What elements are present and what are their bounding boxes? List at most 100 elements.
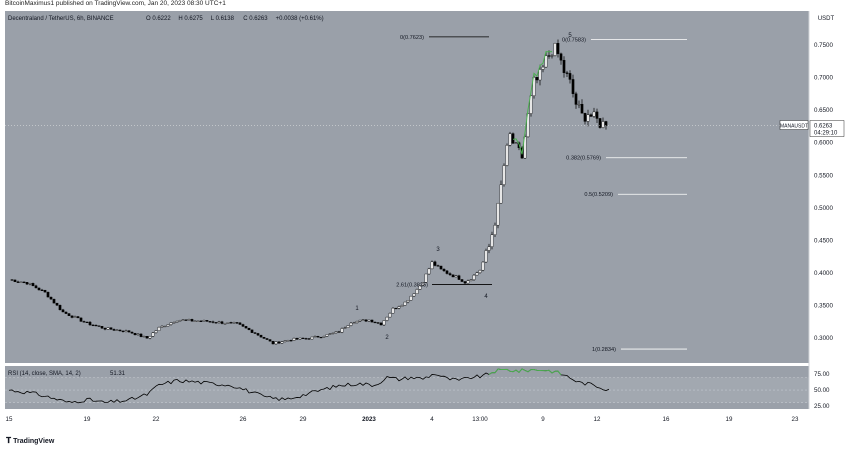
candle-up (478, 269, 482, 273)
candle-down (376, 322, 380, 324)
candle-down (220, 321, 224, 324)
candle-down (127, 330, 131, 333)
candle-up (481, 261, 485, 271)
candle-up (202, 320, 206, 322)
candle-down (139, 333, 143, 337)
candle-up (172, 322, 176, 324)
candle-down (13, 279, 17, 283)
price-tag-value: 0.6263 (814, 124, 833, 130)
candle-down (247, 327, 251, 331)
candle-up (334, 331, 338, 334)
candle-down (91, 324, 95, 326)
wave-label-4: 4 (484, 294, 488, 300)
candle-down (547, 55, 551, 57)
fib-level-label: 2.61(0.3825) (396, 282, 428, 288)
candle-up (469, 279, 473, 282)
x-tick-label: 13:00 (472, 416, 488, 423)
candle-down (208, 321, 212, 323)
candle-up (193, 320, 197, 322)
fib-level-label: 0(0.7623) (400, 35, 424, 41)
y-tick-label: 0.4500 (814, 237, 833, 244)
candle-up (280, 341, 284, 344)
fib-level-label: 0.5(0.5209) (584, 192, 613, 198)
candle-down (253, 332, 257, 334)
ohlc-readout-o: O 0.6222 (146, 16, 171, 22)
candle-up (19, 281, 23, 283)
price-chart[interactable]: Decentraland / TetherUS, 6h, BINANCE O 0.… (0, 11, 850, 433)
candle-down (580, 104, 584, 114)
candle-up (28, 283, 32, 285)
candle-up (283, 340, 287, 343)
candle-down (535, 77, 539, 81)
candle-down (61, 309, 65, 313)
candles (10, 39, 608, 345)
candle-down (433, 261, 437, 266)
candle-down (307, 338, 311, 340)
candle-up (499, 184, 503, 204)
candle-down (97, 325, 101, 327)
candle-up (175, 320, 179, 323)
tradingview-logo[interactable]: 𝐓 TradingView (6, 436, 54, 446)
candle-down (370, 319, 374, 323)
candle-up (340, 328, 344, 333)
candle-up (298, 337, 302, 340)
candle-up (502, 165, 506, 185)
candle-down (583, 113, 587, 122)
candle-up (349, 322, 353, 326)
ohlc-readout-c: C 0.6263 (243, 16, 268, 22)
candle-up (415, 289, 419, 294)
candle-down (133, 332, 137, 336)
candle-up (406, 300, 410, 303)
rsi-value: 51.31 (110, 371, 126, 377)
candle-down (235, 322, 239, 324)
x-tick-label: 22 (153, 416, 160, 423)
candle-up (508, 133, 512, 146)
candle-down (205, 320, 209, 322)
candle-down (70, 315, 74, 318)
candle-down (229, 322, 233, 324)
candle-down (82, 321, 86, 323)
candle-down (199, 320, 203, 322)
candle-up (157, 326, 161, 331)
candle-up (586, 114, 590, 122)
wave-label-1: 1 (355, 306, 359, 312)
x-tick-label: 12 (594, 416, 601, 423)
candle-down (58, 304, 62, 311)
candle-up (490, 234, 494, 247)
candle-down (118, 329, 122, 332)
candle-up (232, 322, 236, 324)
candle-up (421, 282, 425, 286)
candle-down (319, 336, 323, 339)
ohlc-readout-h: H 0.6275 (178, 16, 203, 22)
x-tick-label: 19 (726, 416, 733, 423)
candle-up (346, 325, 350, 328)
x-tick-label: 9 (541, 416, 545, 423)
wave-highlight-line (512, 51, 553, 155)
candle-up (532, 77, 536, 97)
wave-label-3: 3 (436, 247, 440, 253)
candle-up (505, 145, 509, 166)
y-tick-label: 0.6500 (814, 107, 833, 114)
candle-up (115, 329, 119, 331)
candle-up (223, 323, 227, 325)
y-tick-label: 0.4000 (814, 270, 833, 277)
candle-up (322, 336, 326, 338)
candle-down (379, 322, 383, 326)
candle-down (241, 324, 245, 327)
candle-down (10, 279, 14, 281)
candle-down (211, 321, 215, 323)
candle-down (190, 319, 194, 322)
candle-up (142, 336, 146, 338)
candle-down (49, 296, 53, 300)
candle-up (538, 69, 542, 81)
x-tick-label: 23 (792, 416, 799, 423)
publish-bar: BitcoinMaximus1 published on TradingView… (0, 0, 850, 11)
candle-down (112, 329, 116, 331)
price-tag-box (809, 120, 845, 137)
candle-up (361, 319, 365, 321)
candle-up (529, 95, 533, 114)
candle-down (37, 287, 41, 291)
candle-down (445, 270, 449, 274)
candle-up (514, 142, 518, 144)
x-tick-label: 15 (6, 416, 13, 423)
